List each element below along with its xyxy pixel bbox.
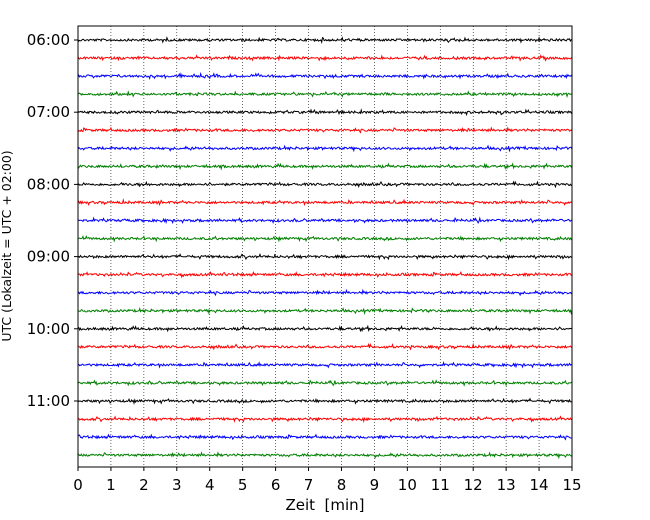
trace-0845 [77, 234, 573, 243]
trace-0715 [77, 126, 573, 134]
trace-1115 [77, 415, 573, 423]
x-tick-label: 11 [431, 476, 450, 494]
trace-1130 [77, 433, 573, 441]
trace-0800 [77, 180, 573, 189]
y-axis-ticks: 06:00 07:00 08:00 09:00 10:00 11:00 [27, 31, 78, 410]
trace-0900 [77, 252, 573, 261]
x-tick-label: 13 [497, 476, 516, 494]
y-tick-label: 11:00 [27, 392, 70, 410]
trace-0930 [77, 288, 573, 297]
trace-1030 [77, 360, 573, 369]
y-tick-label: 06:00 [27, 31, 70, 49]
trace-0830 [77, 216, 573, 225]
trace-0600 [77, 36, 573, 45]
trace-0945 [77, 307, 573, 316]
trace-1145 [77, 451, 573, 460]
x-tick-label: 12 [464, 476, 483, 494]
seismogram-traces [77, 36, 573, 460]
x-tick-label: 4 [205, 476, 215, 494]
trace-0645 [77, 90, 573, 99]
trace-1015 [77, 342, 573, 351]
x-axis-ticks: 0 1 2 3 4 5 6 7 8 9 10 11 12 13 14 15 [73, 467, 582, 494]
plot-frame [77, 25, 573, 468]
x-tick-label: 3 [172, 476, 182, 494]
x-tick-label: 1 [106, 476, 116, 494]
x-tick-label: 0 [73, 476, 83, 494]
x-tick-label: 2 [139, 476, 149, 494]
x-tick-label: 15 [562, 476, 581, 494]
x-tick-label: 10 [398, 476, 417, 494]
x-tick-label: 9 [370, 476, 380, 494]
y-tick-label: 09:00 [27, 248, 70, 266]
x-tick-label: 14 [530, 476, 549, 494]
trace-0700 [77, 108, 573, 117]
y-tick-label: 08:00 [27, 175, 70, 193]
trace-0630 [77, 71, 573, 80]
trace-1100 [77, 397, 573, 405]
x-tick-label: 5 [238, 476, 248, 494]
x-axis-label: Zeit [min] [285, 496, 364, 514]
trace-0815 [77, 198, 573, 207]
y-tick-label: 07:00 [27, 103, 70, 121]
x-tick-label: 6 [271, 476, 281, 494]
x-tick-label: 7 [304, 476, 314, 494]
trace-0615 [77, 54, 573, 62]
trace-0745 [77, 162, 573, 171]
x-tick-label: 8 [337, 476, 347, 494]
trace-0730 [77, 144, 573, 153]
y-tick-label: 10:00 [27, 320, 70, 338]
trace-1000 [77, 324, 573, 333]
y-axis-label: UTC (Lokalzeit = UTC + 02:00) [0, 150, 14, 341]
trace-1045 [77, 379, 573, 387]
trace-0915 [77, 270, 573, 279]
